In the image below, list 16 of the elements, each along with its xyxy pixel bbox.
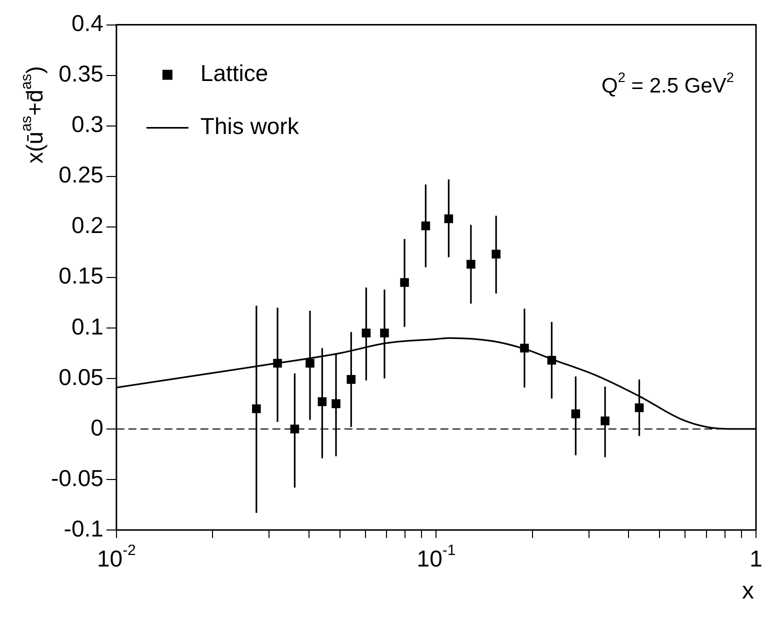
x-axis-title: x <box>742 578 754 605</box>
y-tick-label: 0 <box>90 414 104 440</box>
x-tick-label: 1 <box>750 545 762 572</box>
legend-label: This work <box>200 113 300 140</box>
y-tick-label: 0.35 <box>58 60 104 87</box>
y-tick-label: 0.1 <box>71 313 104 340</box>
y-tick-label: 0.15 <box>58 262 104 289</box>
y-tick-label: 0.2 <box>71 212 104 238</box>
y-tick-label: -0.1 <box>64 515 104 542</box>
y-tick-label: 0.25 <box>58 162 104 188</box>
y-axis-title: x(ūas+d̄as) <box>18 66 48 164</box>
y-tick-label: -0.05 <box>50 464 104 491</box>
y-tick-label: 0.4 <box>71 10 104 36</box>
y-tick-label: 0.05 <box>58 364 104 390</box>
y-tick-label: 0.3 <box>71 111 104 138</box>
legend-label: Lattice <box>200 60 268 86</box>
